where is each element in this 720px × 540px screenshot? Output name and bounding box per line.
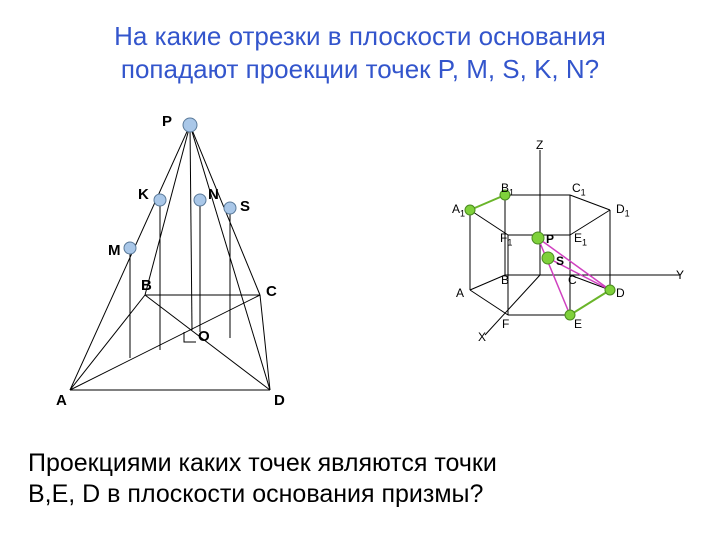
slide-title: На какие отрезки в плоскости основания п… (0, 20, 720, 85)
prism-label: C (568, 273, 577, 287)
prism-label: D (616, 286, 625, 300)
prism-label: E (574, 317, 582, 331)
prism-label: B (501, 273, 509, 287)
pyramid-label-B: B (141, 277, 152, 294)
prism-label: E1 (574, 231, 587, 247)
prism-figure (430, 130, 690, 350)
prism-label: B1 (501, 181, 514, 197)
prism-label: Y (676, 268, 684, 282)
bottom-line-1: Проекциями каких точек являются точки (28, 449, 497, 477)
pyramid-label-D: D (274, 392, 285, 409)
prism-label: F1 (500, 231, 512, 247)
prism-label: Z (536, 138, 543, 152)
pyramid-label-P: P (162, 113, 172, 130)
prism-label: A1 (452, 202, 465, 218)
bottom-line-2: B,E, D в плоскости основания призмы? (28, 480, 483, 508)
bottom-question: Проекциями каких точек являются точки B,… (28, 448, 692, 511)
pyramid-label-C: C (266, 283, 277, 300)
pyramid-figure (30, 100, 330, 420)
title-line-2: попадают проекции точек P, M, S, K, N? (121, 54, 599, 84)
prism-label: P (546, 232, 554, 246)
prism-label: D1 (616, 202, 630, 218)
pyramid-label-A: A (56, 392, 67, 409)
prism-label: F (502, 317, 509, 331)
pyramid-label-S: S (240, 198, 250, 215)
pyramid-label-O: O (198, 328, 210, 345)
pyramid-label-N: N (208, 186, 219, 203)
prism-label: A (456, 286, 464, 300)
prism-label: C1 (572, 181, 586, 197)
pyramid-label-M: M (108, 242, 121, 259)
prism-label: X (478, 330, 486, 344)
title-line-1: На какие отрезки в плоскости основания (114, 21, 606, 51)
prism-label: S (556, 254, 564, 268)
pyramid-label-K: K (138, 186, 149, 203)
